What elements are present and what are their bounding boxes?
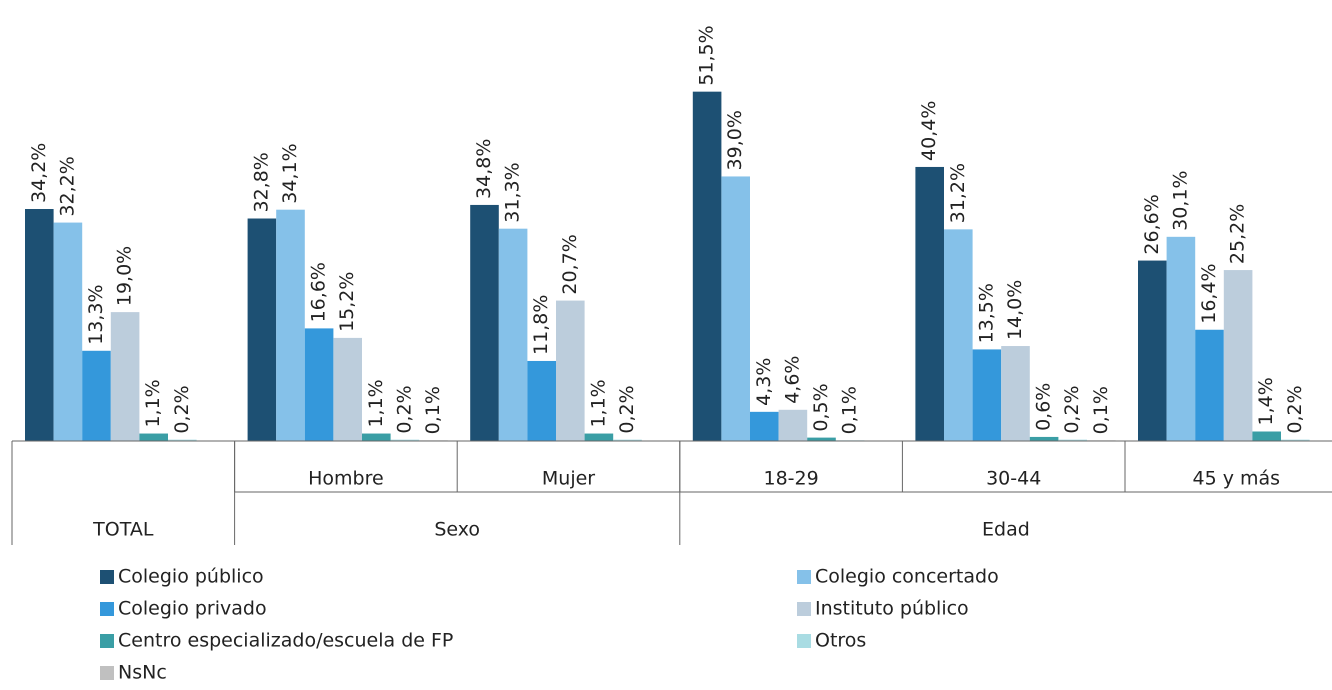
value-label: 34,8% [473,139,495,199]
value-label: 16,4% [1198,263,1220,323]
value-label: 0,6% [1033,383,1055,431]
bar [556,300,585,441]
bar [333,337,362,441]
legend-label: NsNc [118,662,167,684]
value-label: 34,1% [279,143,301,203]
value-label: 39,0% [724,110,746,170]
bar [584,433,614,441]
value-label: 0,1% [1090,386,1112,434]
bar [778,409,808,441]
group-label: Edad [982,519,1030,541]
bar [82,350,111,441]
bar [1281,439,1310,441]
x-tick-label: 45 y más [1193,468,1281,490]
bar [247,218,277,441]
bar [972,349,1002,441]
value-label: 30,1% [1169,170,1191,230]
legend-label: Otros [815,630,866,652]
legend-swatch [797,602,811,616]
value-label: 32,8% [250,152,272,212]
value-label: 0,2% [393,385,415,433]
bar [168,439,197,441]
legend-swatch [100,602,114,616]
value-label: 34,2% [28,143,50,203]
group-label: TOTAL [92,519,154,541]
value-label: 40,4% [918,101,940,161]
bar [1252,431,1281,441]
legend-swatch [100,634,114,648]
legend-label: Colegio concertado [815,566,999,588]
value-label: 16,6% [308,262,330,322]
bar [807,437,836,441]
bar [1029,436,1059,441]
legend-label: Instituto público [815,598,969,620]
value-label: 15,2% [336,272,358,332]
value-label: 14,0% [1004,280,1026,340]
legend-swatch [100,666,114,680]
group-label: Sexo [434,519,480,541]
bar [527,360,556,441]
value-label: 0,2% [1284,385,1306,433]
value-label: 11,8% [530,295,552,355]
value-label: 31,3% [502,162,524,222]
value-label: 1,4% [1255,377,1277,425]
bar [53,222,83,441]
value-label: 4,3% [753,358,775,406]
legend-label: Centro especializado/escuela de FP [118,630,453,652]
bar [692,91,722,442]
x-tick-label: Mujer [542,468,595,490]
bar [944,229,973,441]
value-label: 0,5% [810,383,832,431]
value-label: 13,5% [975,283,997,343]
bar [721,176,750,441]
bar [362,433,391,441]
value-label: 0,1% [422,386,444,434]
bar [613,439,642,441]
value-label: 4,6% [781,356,803,404]
bar [139,433,168,441]
value-label: 26,6% [1141,194,1163,254]
value-label: 0,2% [1061,385,1083,433]
bar [390,439,420,441]
value-label: 0,2% [171,385,193,433]
bar [276,209,305,441]
value-label: 19,0% [114,246,136,306]
x-tick-label: 30-44 [986,468,1041,490]
x-tick-label: Hombre [308,468,384,490]
value-label: 1,1% [587,379,609,427]
bar [25,209,54,441]
value-label: 51,5% [696,25,718,85]
bar [1138,260,1167,441]
bar [498,228,528,441]
legend-swatch [100,570,114,584]
value-label: 0,2% [616,385,638,433]
bar [1223,270,1253,441]
bar [915,166,944,441]
value-label: 13,3% [85,284,107,344]
bar [1195,329,1224,441]
bar [1166,236,1196,441]
legend-swatch [797,634,811,648]
value-label: 31,2% [947,163,969,223]
x-tick-label: 18-29 [763,468,818,490]
bar [1058,439,1087,441]
bar [750,411,779,441]
legend-label: Colegio privado [118,598,267,620]
legend-label: Colegio público [118,566,264,588]
value-label: 1,1% [365,379,387,427]
bar [304,328,334,441]
value-label: 20,7% [559,234,581,294]
bar [1001,346,1030,441]
value-label: 0,1% [839,386,861,434]
legend-swatch [797,570,811,584]
bar [470,204,499,441]
value-label: 1,1% [142,379,164,427]
value-label: 25,2% [1227,204,1249,264]
value-label: 32,2% [56,156,78,216]
bar [110,312,140,441]
